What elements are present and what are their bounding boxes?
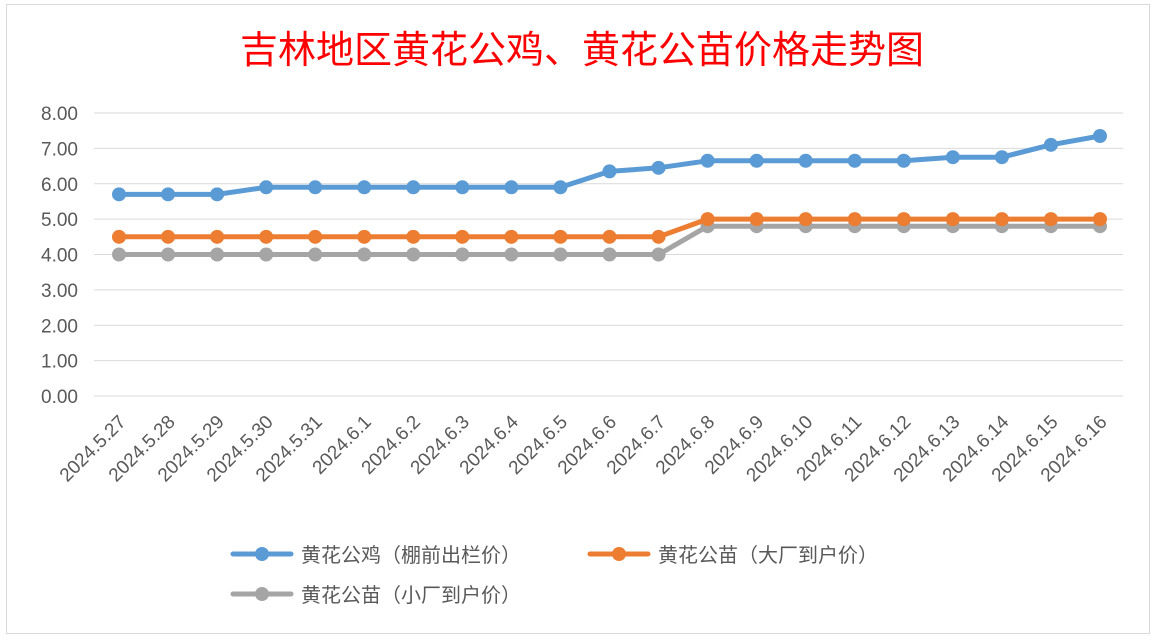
data-point (700, 212, 715, 227)
data-point (602, 247, 617, 262)
data-point (455, 180, 470, 195)
data-point (406, 247, 421, 262)
data-point (504, 180, 519, 195)
legend: 黄花公鸡（棚前出栏价） 黄花公苗（大厂到户价） 黄花公苗（小厂到户价） (230, 543, 878, 607)
data-point (1093, 128, 1107, 143)
legend-swatch-marker (255, 547, 269, 561)
y-tick-label: 7.00 (41, 139, 78, 160)
data-point (210, 247, 225, 262)
data-point (847, 153, 862, 168)
data-point (357, 247, 372, 262)
y-tick-label: 1.00 (41, 352, 78, 373)
data-point (602, 164, 617, 179)
data-point (1043, 212, 1058, 227)
data-point (259, 229, 274, 244)
data-point (259, 247, 274, 262)
data-point (651, 160, 666, 175)
chart-area: 吉林地区黄花公鸡、黄花公苗价格走势图 0.00 1.00 2.00 3.00 4.00 5… (6, 4, 1150, 634)
data-point (357, 180, 372, 195)
y-tick-label: 8.00 (41, 104, 78, 125)
data-point (798, 212, 813, 227)
data-point (700, 153, 715, 168)
y-tick-label: 3.00 (41, 281, 78, 302)
y-tick-label: 6.00 (41, 175, 78, 196)
y-tick-label: 0.00 (41, 387, 78, 408)
legend-label: 黄花公苗（小厂到户价） (301, 583, 521, 607)
data-point (994, 212, 1009, 227)
data-point (749, 212, 764, 227)
data-point (651, 247, 666, 262)
data-point (308, 180, 323, 195)
data-point (455, 247, 470, 262)
data-point (455, 229, 470, 244)
series-1 (112, 212, 1107, 244)
series-layer (112, 128, 1107, 262)
legend-swatch-marker (612, 547, 626, 561)
data-point (749, 153, 764, 168)
series-2 (112, 219, 1107, 262)
legend-label: 黄花公苗（大厂到户价） (658, 543, 878, 567)
data-point (406, 229, 421, 244)
line-chart: 吉林地区黄花公鸡、黄花公苗价格走势图 0.00 1.00 2.00 3.00 4.00 5… (41, 28, 1123, 607)
y-tick-label: 4.00 (41, 246, 78, 267)
data-point (504, 229, 519, 244)
data-point (1043, 137, 1058, 152)
data-point (651, 229, 666, 244)
data-point (994, 150, 1009, 165)
data-point (553, 229, 568, 244)
legend-item: 黄花公鸡（棚前出栏价） (230, 543, 521, 567)
data-point (112, 187, 126, 202)
x-axis-ticks: 2024.5.272024.5.282024.5.292024.5.302024… (56, 411, 1112, 486)
data-point (945, 212, 960, 227)
data-point (1093, 212, 1107, 227)
data-point (308, 247, 323, 262)
legend-item: 黄花公苗（小厂到户价） (230, 583, 521, 607)
data-point (161, 247, 176, 262)
data-point (798, 153, 813, 168)
data-point (553, 247, 568, 262)
legend-label: 黄花公鸡（棚前出栏价） (301, 543, 521, 567)
data-point (553, 180, 568, 195)
data-point (406, 180, 421, 195)
data-point (357, 229, 372, 244)
y-tick-label: 2.00 (41, 316, 78, 337)
data-point (602, 229, 617, 244)
y-tick-label: 5.00 (41, 210, 78, 231)
data-point (896, 153, 911, 168)
data-point (945, 150, 960, 165)
data-point (161, 229, 176, 244)
data-point (896, 212, 911, 227)
data-point (210, 187, 225, 202)
data-point (112, 229, 126, 244)
data-point (161, 187, 176, 202)
data-point (259, 180, 274, 195)
series-0 (112, 128, 1107, 202)
y-axis-ticks: 0.00 1.00 2.00 3.00 4.00 5.00 6.00 7.00 8.00 (41, 104, 78, 408)
data-point (308, 229, 323, 244)
legend-swatch-marker (255, 587, 269, 601)
chart-title: 吉林地区黄花公鸡、黄花公苗价格走势图 (240, 28, 924, 72)
data-point (847, 212, 862, 227)
data-point (210, 229, 225, 244)
data-point (504, 247, 519, 262)
data-point (112, 247, 126, 262)
legend-item: 黄花公苗（大厂到户价） (587, 543, 878, 567)
